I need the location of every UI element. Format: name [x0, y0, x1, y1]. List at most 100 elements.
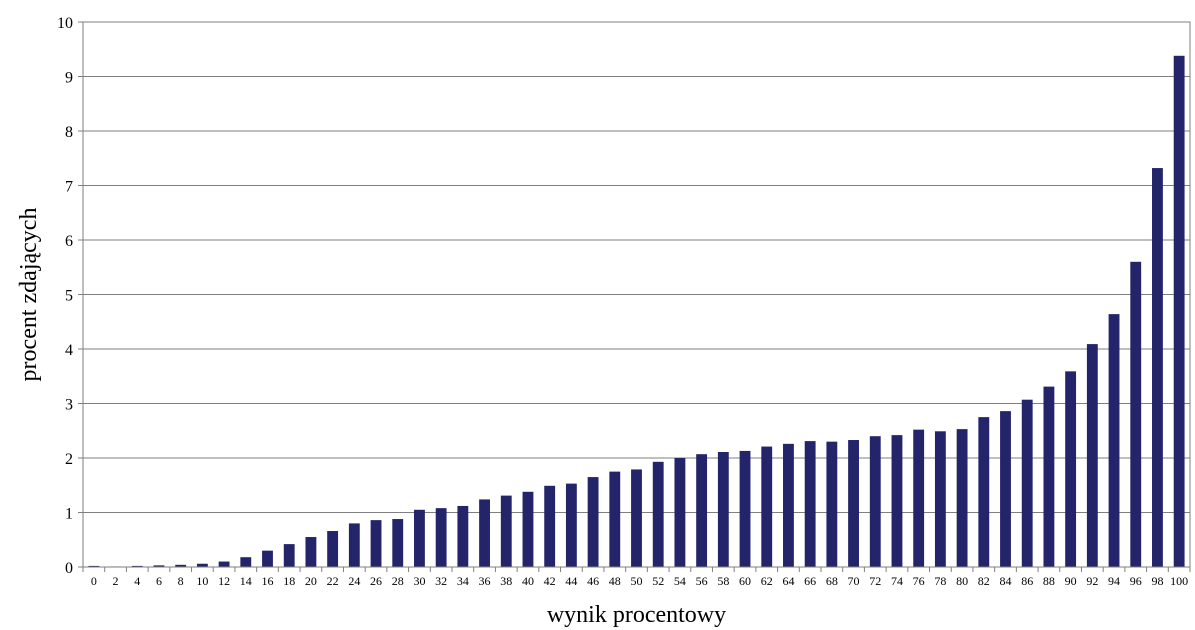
- x-tick-label: 38: [500, 574, 512, 588]
- y-tick-label: 6: [65, 233, 73, 250]
- bar: [1086, 344, 1098, 567]
- bar: [327, 531, 339, 567]
- x-tick-label: 64: [782, 574, 794, 588]
- x-tick-label: 10: [196, 574, 208, 588]
- x-tick-label: 40: [522, 574, 534, 588]
- x-tick-label: 16: [262, 574, 274, 588]
- x-tick-label: 90: [1065, 574, 1077, 588]
- bar: [131, 565, 143, 567]
- x-tick-label: 76: [913, 574, 925, 588]
- bar: [1065, 371, 1077, 567]
- bar: [522, 491, 534, 567]
- bar: [1173, 55, 1185, 567]
- bar: [717, 452, 729, 567]
- bar: [88, 565, 100, 567]
- x-tick-label: 34: [457, 574, 469, 588]
- x-tick-label: 44: [565, 574, 577, 588]
- bar: [479, 499, 490, 567]
- y-tick-label: 7: [65, 179, 73, 196]
- bar: [240, 557, 252, 567]
- x-tick-label: 94: [1108, 574, 1120, 588]
- bar: [370, 520, 382, 567]
- bar: [956, 429, 968, 567]
- y-tick-label: 10: [57, 15, 73, 32]
- x-tick-label: 20: [305, 574, 317, 588]
- x-tick-label: 0: [91, 574, 97, 588]
- bar: [283, 544, 295, 567]
- bar: [392, 519, 404, 567]
- x-axis-title: wynik procentowy: [547, 602, 726, 628]
- x-tick-label: 12: [218, 574, 230, 588]
- bar: [674, 458, 686, 567]
- y-tick-label: 1: [65, 506, 73, 523]
- bar: [609, 471, 621, 567]
- bar: [175, 564, 187, 567]
- bar: [804, 441, 816, 567]
- y-tick-labels: 0 1 2 3 4 5 6 7 8 9 10: [57, 15, 73, 577]
- x-tick-label: 80: [956, 574, 968, 588]
- x-tick-label: 72: [869, 574, 881, 588]
- bar: [153, 565, 165, 567]
- x-tick-label: 92: [1086, 574, 1098, 588]
- x-tick-label: 36: [479, 574, 491, 588]
- bar: [565, 483, 577, 567]
- bar: [739, 450, 751, 567]
- x-tick-label: 84: [1000, 574, 1012, 588]
- x-tick-label: 88: [1043, 574, 1055, 588]
- y-tick-label: 8: [65, 124, 73, 141]
- bar: [1021, 399, 1033, 567]
- bar: [218, 561, 230, 567]
- bar: [1130, 261, 1142, 567]
- bar: [1043, 386, 1055, 567]
- x-tick-label: 58: [717, 574, 729, 588]
- x-tick-label: 66: [804, 574, 816, 588]
- bar: [1000, 411, 1011, 567]
- x-tick-label: 22: [327, 574, 339, 588]
- x-tick-label: 14: [240, 574, 252, 588]
- x-tick-label: 74: [891, 574, 903, 588]
- bar: [913, 429, 925, 567]
- x-tick-label: 30: [413, 574, 425, 588]
- bar: [696, 454, 708, 567]
- bar: [500, 495, 512, 567]
- bar: [848, 440, 859, 567]
- bar: [544, 485, 556, 567]
- x-tick-label: 70: [848, 574, 860, 588]
- y-tick-label: 3: [65, 397, 73, 414]
- x-tick-label: 56: [696, 574, 708, 588]
- x-tick-label: 100: [1170, 574, 1188, 588]
- x-tick-label: 78: [934, 574, 946, 588]
- x-tick-label: 96: [1130, 574, 1142, 588]
- y-tick-label: 9: [65, 70, 73, 87]
- y-tick-label: 0: [65, 560, 73, 577]
- bar: [869, 436, 881, 567]
- bar: [587, 477, 599, 567]
- bar: [1152, 168, 1163, 567]
- bar: [1108, 314, 1120, 567]
- x-tick-label: 8: [178, 574, 184, 588]
- bar: [652, 461, 664, 567]
- bar: [978, 417, 990, 567]
- x-tick-label: 86: [1021, 574, 1033, 588]
- x-tick-label: 32: [435, 574, 447, 588]
- bar: [196, 563, 208, 567]
- bar: [348, 523, 360, 567]
- x-tick-label: 60: [739, 574, 751, 588]
- bar: [631, 469, 642, 567]
- bar: [934, 431, 946, 567]
- plot-frame: [82, 21, 1191, 568]
- y-tick-label: 4: [65, 342, 73, 359]
- bar: [457, 505, 469, 567]
- x-tick-label: 42: [544, 574, 556, 588]
- bars: [88, 55, 1185, 568]
- x-tick-label: 48: [609, 574, 621, 588]
- bar: [761, 446, 773, 567]
- x-tick-label: 62: [761, 574, 773, 588]
- x-tick-label: 98: [1151, 574, 1163, 588]
- bar: [826, 441, 838, 567]
- x-tick-label: 2: [113, 574, 119, 588]
- x-tick-label: 50: [631, 574, 643, 588]
- y-tick-label: 5: [65, 288, 73, 305]
- x-tick-label: 54: [674, 574, 686, 588]
